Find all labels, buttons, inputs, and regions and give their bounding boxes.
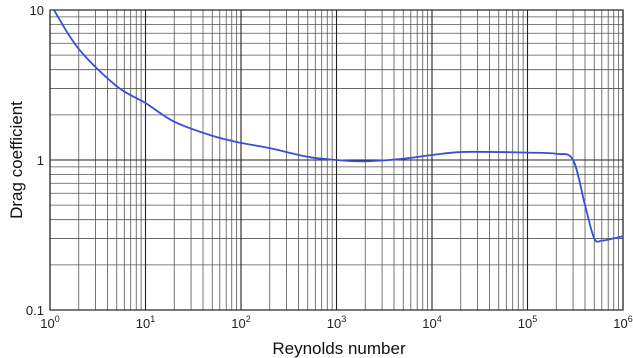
y-tick-labels: 0.1 1 10 xyxy=(26,3,44,318)
y-tick-label: 0.1 xyxy=(26,303,44,318)
x-axis-label: Reynolds number xyxy=(272,339,406,358)
plot-border xyxy=(49,9,624,311)
grid xyxy=(49,9,624,311)
y-tick-label: 1 xyxy=(37,153,44,168)
plot-frame xyxy=(49,9,624,311)
x-tick-label: 101 xyxy=(136,314,155,331)
x-tick-label: 102 xyxy=(231,314,250,331)
x-tick-label: 100 xyxy=(40,314,59,331)
x-tick-label: 104 xyxy=(422,314,441,331)
y-tick-label: 10 xyxy=(30,3,44,18)
series-group xyxy=(53,9,624,243)
series-line-0 xyxy=(53,9,624,243)
x-tick-label: 106 xyxy=(613,314,632,331)
x-tick-label: 103 xyxy=(327,314,346,331)
x-tick-labels: 100 101 102 103 104 105 106 xyxy=(40,314,632,331)
y-axis-label: Drag coefficient xyxy=(7,101,26,219)
x-tick-label: 105 xyxy=(518,314,537,331)
